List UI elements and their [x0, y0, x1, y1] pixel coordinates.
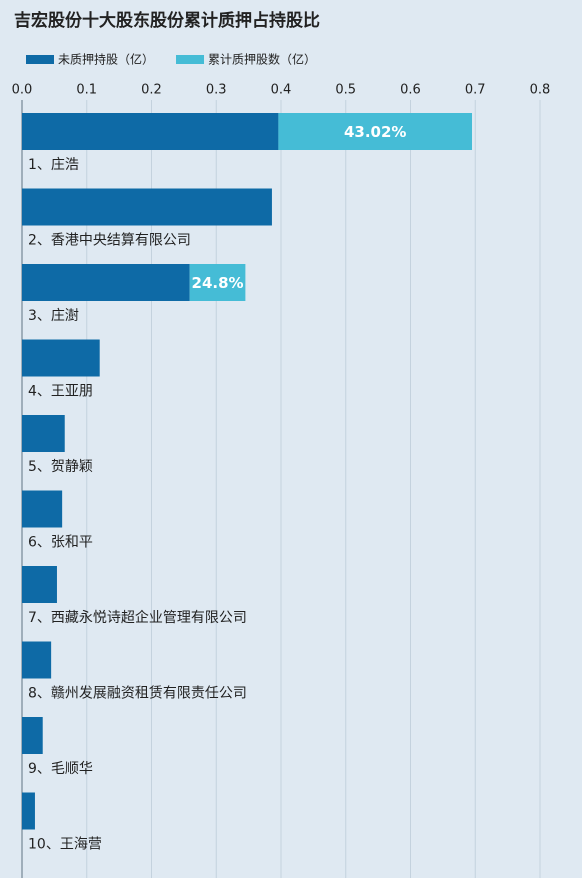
- x-tick-label: 0.3: [206, 83, 227, 98]
- x-tick-label: 0.4: [271, 83, 292, 98]
- x-tick-label: 0.8: [530, 83, 551, 98]
- category-label: 5、贺静颖: [28, 459, 93, 475]
- category-label: 9、毛顺华: [28, 761, 93, 777]
- category-label: 8、赣州发展融资租赁有限责任公司: [28, 686, 247, 702]
- bar: [189, 264, 246, 301]
- x-tick-label: 0.6: [400, 83, 421, 98]
- bar: [22, 641, 52, 679]
- category-label: 2、香港中央结算有限公司: [28, 233, 191, 249]
- legend-swatch: [26, 55, 54, 64]
- bar: [22, 113, 279, 150]
- bar: [22, 490, 63, 528]
- bar: [22, 566, 57, 603]
- bar: [22, 717, 43, 754]
- bar: [278, 113, 473, 150]
- category-label: 7、西藏永悦诗超企业管理有限公司: [28, 609, 247, 626]
- bar: [22, 339, 100, 377]
- category-label: 4、王亚朋: [28, 384, 93, 400]
- data-label: 43.02%: [344, 123, 406, 141]
- category-label: 1、庄浩: [28, 156, 79, 173]
- x-tick-label: 0.1: [76, 83, 97, 98]
- category-label: 6、张和平: [28, 535, 93, 551]
- category-label: 10、王海营: [28, 837, 102, 853]
- legend-swatch: [176, 55, 205, 64]
- x-tick-label: 0.7: [465, 83, 486, 98]
- bar: [22, 415, 65, 452]
- x-tick-label: 0.5: [335, 83, 356, 98]
- legend-label: 未质押持股（亿）: [58, 52, 154, 67]
- bar: [22, 792, 35, 830]
- legend-label: 累计质押股数（亿）: [208, 52, 316, 67]
- data-label: 24.8%: [192, 274, 244, 292]
- x-tick-label: 0.2: [141, 83, 162, 98]
- bar: [22, 264, 190, 301]
- category-label: 3、庄澍: [28, 307, 79, 324]
- x-tick-label: 0.0: [12, 83, 33, 98]
- chart-title: 吉宏股份十大股东股份累计质押占持股比: [14, 10, 320, 31]
- bar: [22, 188, 272, 226]
